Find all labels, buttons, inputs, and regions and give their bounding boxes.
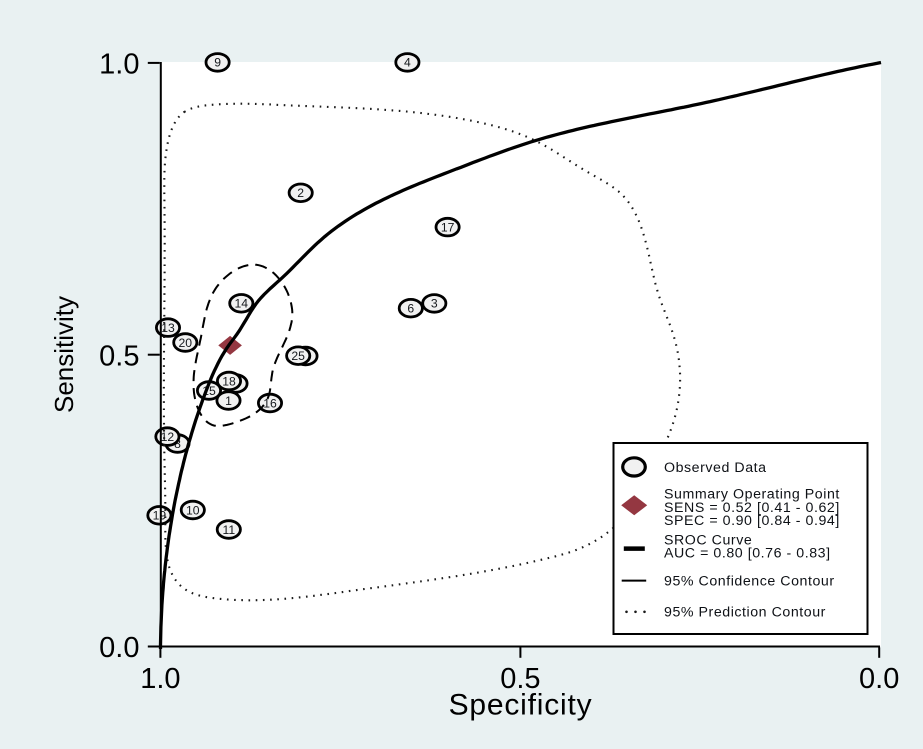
svg-text:11: 11 — [222, 523, 235, 537]
svg-text:10: 10 — [186, 503, 200, 517]
svg-text:0.5: 0.5 — [99, 341, 139, 373]
svg-text:25: 25 — [291, 349, 305, 363]
svg-text:95% Confidence Contour: 95% Confidence Contour — [664, 573, 835, 589]
svg-text:13: 13 — [161, 321, 175, 335]
svg-text:1.0: 1.0 — [140, 663, 180, 695]
svg-text:0.0: 0.0 — [859, 663, 899, 695]
svg-text:6: 6 — [407, 302, 414, 316]
svg-text:9: 9 — [214, 56, 221, 70]
svg-text:14: 14 — [235, 297, 249, 311]
svg-text:19: 19 — [153, 509, 167, 523]
svg-text:4: 4 — [404, 56, 411, 70]
svg-text:95% Prediction Contour: 95% Prediction Contour — [664, 604, 826, 620]
svg-text:2: 2 — [297, 186, 304, 200]
svg-text:12: 12 — [161, 430, 175, 444]
svg-text:8: 8 — [174, 437, 181, 451]
svg-text:16: 16 — [263, 396, 277, 410]
svg-text:1.0: 1.0 — [99, 48, 139, 80]
svg-text:0.0: 0.0 — [99, 632, 139, 664]
svg-text:SROC Curve: SROC Curve — [664, 533, 752, 549]
svg-text:20: 20 — [179, 336, 193, 350]
svg-text:SPEC = 0.90 [0.84 - 0.94]: SPEC = 0.90 [0.84 - 0.94] — [664, 513, 840, 529]
svg-text:Specificity: Specificity — [449, 689, 593, 722]
svg-text:3: 3 — [431, 297, 438, 311]
svg-text:Sensitivity: Sensitivity — [49, 296, 79, 413]
svg-text:18: 18 — [222, 374, 236, 388]
svg-text:Observed Data: Observed Data — [664, 460, 767, 476]
svg-text:SENS = 0.52 [0.41 - 0.62]: SENS = 0.52 [0.41 - 0.62] — [664, 500, 840, 516]
svg-text:AUC = 0.80 [0.76 - 0.83]: AUC = 0.80 [0.76 - 0.83] — [664, 546, 831, 562]
svg-text:Summary Operating Point: Summary Operating Point — [664, 487, 840, 503]
svg-text:17: 17 — [441, 220, 455, 234]
svg-text:0.5: 0.5 — [500, 663, 540, 695]
svg-text:1: 1 — [225, 394, 232, 408]
